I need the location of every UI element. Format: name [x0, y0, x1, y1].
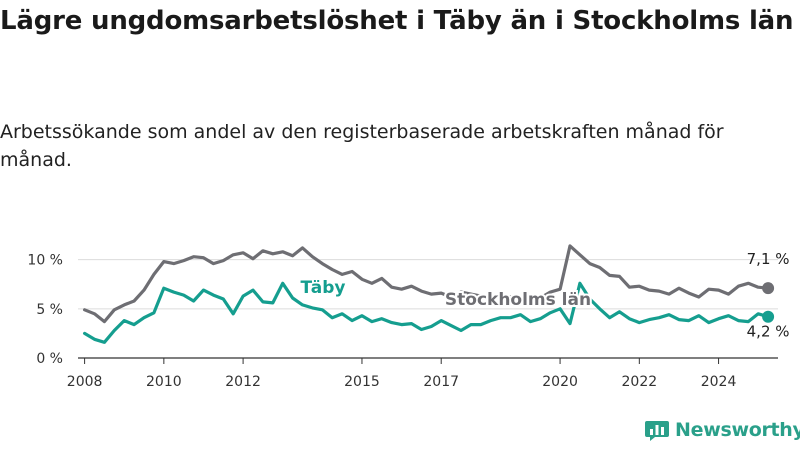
chart-subtitle: Arbetssökande som andel av den registerb…: [0, 121, 724, 171]
series-line-taby: [82, 281, 770, 344]
series-end-value-label: 7,1 %: [747, 250, 790, 268]
y-tick-label: 5 %: [36, 302, 63, 318]
x-tick-label: 2017: [423, 374, 459, 390]
inline-label-taby: Täby: [301, 278, 346, 298]
x-tick-label: 2015: [344, 374, 380, 390]
x-tick-label: 2010: [146, 374, 182, 390]
x-tick-label: 2022: [622, 374, 658, 390]
series-end-marker: [762, 310, 775, 323]
brand-logo[interactable]: Newsworthy: [645, 418, 800, 442]
y-tick-label: 0 %: [36, 351, 63, 367]
chart-title: Lägre ungdomsarbetslöshet i Täby än i St…: [0, 6, 794, 36]
series-end-value-label: 4,2 %: [747, 323, 790, 341]
brand-name: Newsworthy: [675, 419, 800, 441]
bar-chart-logo-icon: [645, 421, 669, 441]
x-tick-label: 2020: [542, 374, 578, 390]
inline-label-stockholms-lan: Stockholms län: [445, 290, 591, 310]
y-tick-label: 10 %: [27, 253, 63, 269]
x-tick-label: 2012: [225, 374, 261, 390]
series-end-marker: [762, 282, 775, 295]
x-tick-label: 2024: [701, 374, 737, 390]
x-tick-label: 2008: [67, 374, 103, 390]
series-line-stockholms-lan: [82, 244, 770, 324]
